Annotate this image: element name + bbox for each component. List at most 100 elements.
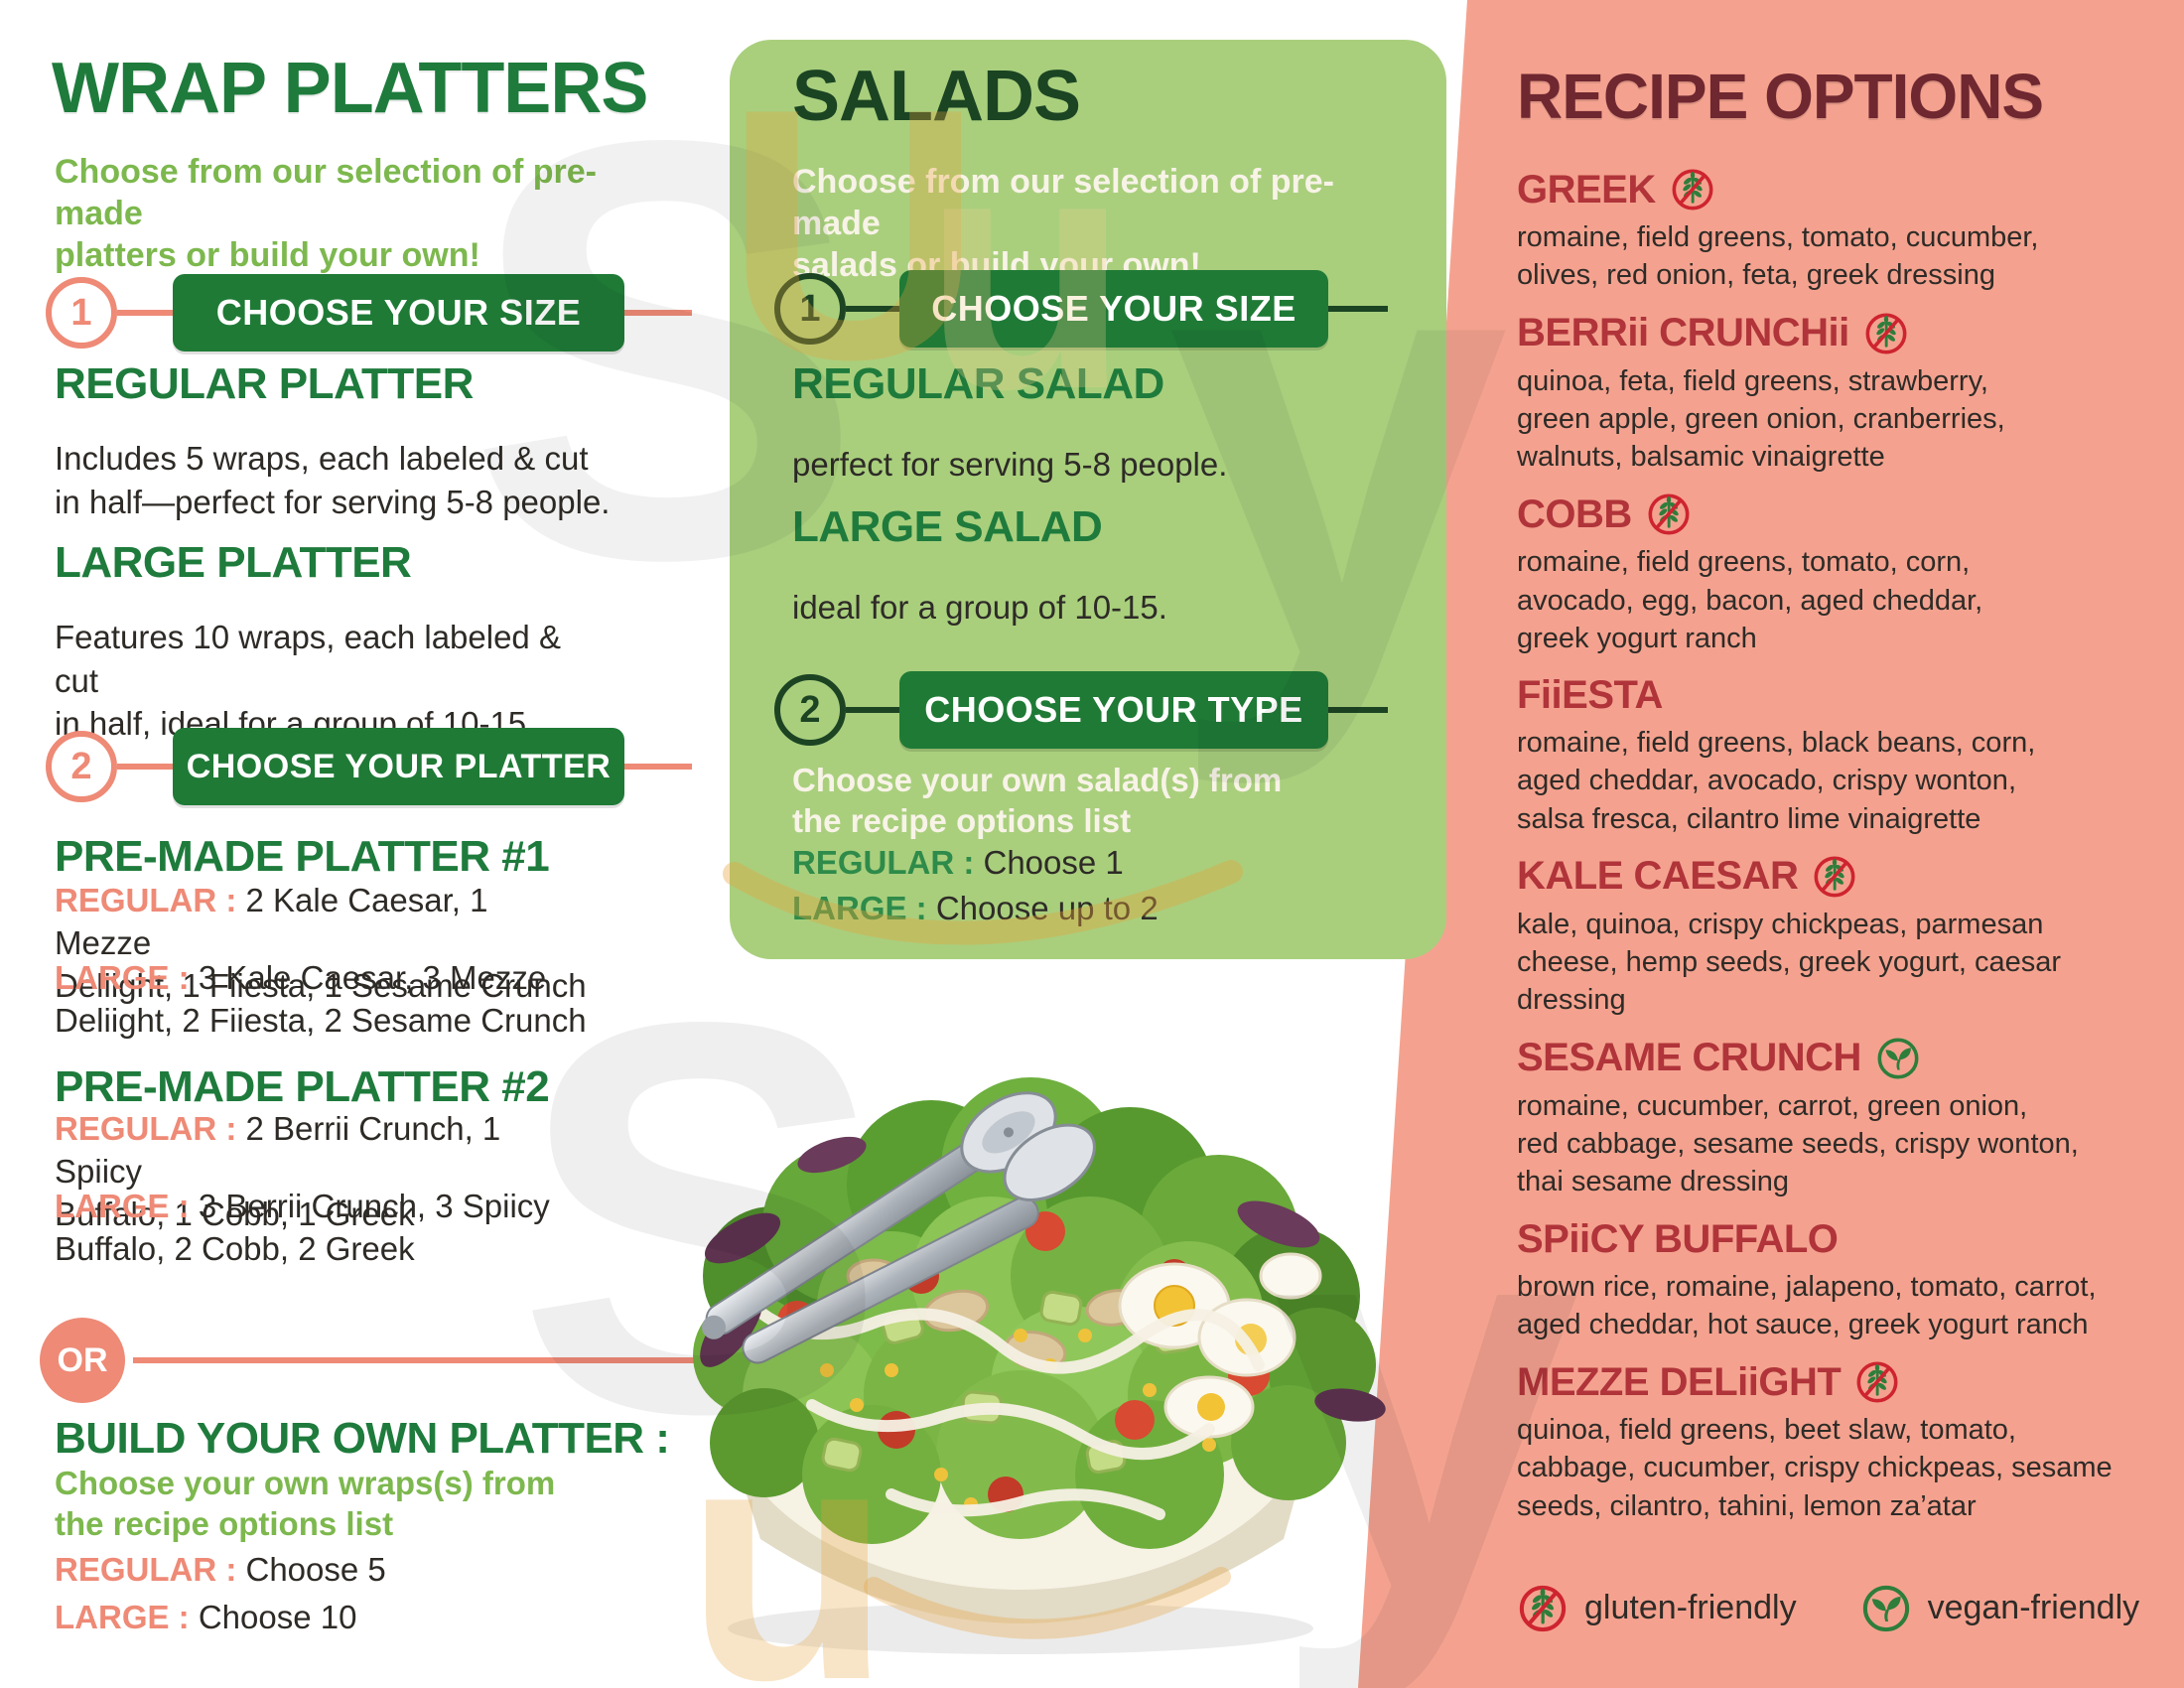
step-number-badge: 2 (774, 674, 846, 746)
connector-line (1328, 306, 1388, 312)
recipe-item-spiicy-buffalo: SPiiCY BUFFALO brown rice, romaine, jala… (1517, 1217, 2172, 1344)
recipe-options-column: RECIPE OPTIONS GREEK romaine, field gree… (1517, 60, 2172, 1634)
premade-platter-1-heading: PRE-MADE PLATTER #1 (55, 832, 550, 881)
byo-regular-line: REGULAR : Choose 5 (55, 1549, 591, 1592)
recipe-name: GREEK (1517, 167, 1656, 211)
recipe-item-cobb: COBB romaine, field greens, tomato, corn… (1517, 492, 2172, 657)
recipe-name: COBB (1517, 492, 1632, 536)
regular-label: REGULAR : (55, 882, 237, 918)
connector-line (624, 764, 692, 770)
salads-title: SALADS (792, 57, 1081, 136)
large-platter-heading: LARGE PLATTER (55, 538, 412, 587)
regular-salad-heading: REGULAR SALAD (792, 359, 1164, 408)
legend-label: vegan-friendly (1927, 1589, 2140, 1627)
choose-your-size-button: CHOOSE YOUR SIZE (899, 270, 1328, 348)
large-platter-desc: Features 10 wraps, each labeled & cut in… (55, 619, 561, 743)
recipe-item-fiiesta: FiiESTA romaine, field greens, black bea… (1517, 673, 2172, 838)
vegan-icon (1860, 1583, 1912, 1634)
wrap-platters-title: WRAP PLATTERS (52, 49, 648, 128)
connector-line (117, 764, 173, 770)
gluten-free-icon (1517, 1583, 1569, 1634)
connector-line (846, 306, 899, 312)
regular-label: REGULAR : (55, 1551, 237, 1588)
legend-vegan-friendly: vegan-friendly (1860, 1583, 2140, 1634)
large-salad-heading: LARGE SALAD (792, 502, 1103, 551)
recipe-item-berrii-crunchii: BERRii CRUNCHii quinoa, feta, field gree… (1517, 311, 2172, 477)
regular-value: 2 Kale Caesar, 1 Mezze Deliight, 1 Fiies… (55, 882, 587, 1004)
gluten-free-icon (1646, 492, 1692, 537)
recipe-ingredients: quinoa, field greens, beet slaw, tomato,… (1517, 1414, 2113, 1522)
connector-line (624, 310, 692, 316)
premade-platter-2-heading: PRE-MADE PLATTER #2 (55, 1062, 550, 1111)
step-number-badge: 1 (774, 273, 846, 345)
platter1-regular-line: REGULAR : 2 Kale Caesar, 1 Mezze Deliigh… (55, 880, 591, 1008)
serving-tongs (700, 1091, 1096, 1367)
large-label: LARGE : (55, 1599, 190, 1635)
connector-line (1328, 707, 1388, 713)
recipe-ingredients: romaine, field greens, tomato, cucumber,… (1517, 221, 2039, 292)
platter2-regular-line: REGULAR : 2 Berrii Crunch, 1 Spiicy Buff… (55, 1108, 591, 1236)
salads-step-2: 2 CHOOSE YOUR TYPE (774, 671, 1388, 749)
salads-regular-line: REGULAR : Choose 1 (792, 842, 1348, 885)
recipe-item-sesame-crunch: SESAME CRUNCH romaine, cucumber, carrot,… (1517, 1036, 2172, 1201)
gluten-free-icon (1812, 854, 1857, 900)
regular-salad-desc: perfect for serving 5-8 people. (792, 446, 1228, 483)
recipe-ingredients: kale, quinoa, crispy chickpeas, parmesan… (1517, 908, 2062, 1017)
recipe-options-title: RECIPE OPTIONS (1517, 61, 2044, 132)
build-your-own-subtitle: Choose your own wraps(s) from the recipe… (55, 1465, 556, 1542)
large-label: LARGE : (55, 1188, 190, 1224)
byo-large-line: LARGE : Choose 10 (55, 1597, 591, 1639)
salad-bowl-photo (693, 1077, 1386, 1654)
large-label: LARGE : (792, 890, 927, 926)
regular-value: 2 Berrii Crunch, 1 Spiicy Buffalo, 1 Cob… (55, 1110, 501, 1232)
legend-gluten-friendly: gluten-friendly (1517, 1583, 1797, 1634)
legend-label: gluten-friendly (1584, 1589, 1797, 1627)
build-your-own-heading: BUILD YOUR OWN PLATTER : (55, 1414, 670, 1463)
step-number-badge: 1 (46, 277, 117, 349)
platter2-large-line: LARGE : 3 Berrii Crunch, 3 Spiicy Buffal… (55, 1186, 591, 1271)
gluten-free-icon (1863, 311, 1909, 356)
large-salad-desc: ideal for a group of 10-15. (792, 589, 1167, 626)
regular-value: Choose 1 (983, 844, 1124, 881)
wraps-step-1: 1 CHOOSE YOUR SIZE (46, 274, 692, 352)
recipe-ingredients: romaine, cucumber, carrot, green onion, … (1517, 1089, 2079, 1198)
large-value: 3 Kale Caesar, 3 Mezze Deliight, 2 Fiies… (55, 959, 587, 1039)
salads-type-note: Choose your own salad(s) from the recipe… (792, 762, 1283, 839)
vegan-icon (1875, 1036, 1921, 1081)
recipe-item-greek: GREEK romaine, field greens, tomato, cuc… (1517, 167, 2172, 295)
connector-line (117, 310, 173, 316)
salads-large-line: LARGE : Choose up to 2 (792, 888, 1348, 930)
regular-value: Choose 5 (245, 1551, 386, 1588)
gluten-free-icon (1670, 167, 1715, 212)
regular-label: REGULAR : (55, 1110, 237, 1147)
choose-your-type-button: CHOOSE YOUR TYPE (899, 671, 1328, 749)
wraps-step-2: 2 CHOOSE YOUR PLATTER (46, 728, 692, 805)
or-divider-line (133, 1357, 699, 1363)
regular-platter-desc: Includes 5 wraps, each labeled & cut in … (55, 440, 611, 520)
wrap-platters-subtitle: Choose from our selection of pre-made pl… (55, 153, 597, 275)
choose-your-size-button: CHOOSE YOUR SIZE (173, 274, 624, 352)
choose-your-platter-button: CHOOSE YOUR PLATTER (173, 728, 624, 805)
recipe-list: GREEK romaine, field greens, tomato, cuc… (1517, 167, 2172, 1525)
recipe-name: MEZZE DELiiGHT (1517, 1359, 1842, 1404)
large-value: 3 Berrii Crunch, 3 Spiicy Buffalo, 2 Cob… (55, 1188, 550, 1267)
regular-platter-heading: REGULAR PLATTER (55, 359, 474, 408)
platter1-large-line: LARGE : 3 Kale Caesar, 3 Mezze Deliight,… (55, 957, 591, 1043)
recipe-item-kale-caesar: KALE CAESAR kale, quinoa, crispy chickpe… (1517, 854, 2172, 1020)
connector-line (846, 707, 899, 713)
recipe-item-mezze-deliight: MEZZE DELiiGHT quinoa, field greens, bee… (1517, 1359, 2172, 1525)
recipe-name: FiiESTA (1517, 673, 1663, 718)
recipe-ingredients: brown rice, romaine, jalapeno, tomato, c… (1517, 1270, 2097, 1340)
large-value: Choose 10 (198, 1599, 357, 1635)
recipe-ingredients: quinoa, feta, field greens, strawberry, … (1517, 364, 2005, 474)
recipe-name: SPiiCY BUFFALO (1517, 1216, 1839, 1261)
recipe-name: BERRii CRUNCHii (1517, 311, 1849, 355)
regular-label: REGULAR : (792, 844, 975, 881)
recipe-name: KALE CAESAR (1517, 854, 1799, 899)
step-number-badge: 2 (46, 731, 117, 802)
salads-subtitle: Choose from our selection of pre-made sa… (792, 163, 1334, 285)
large-value: Choose up to 2 (935, 890, 1159, 926)
recipe-ingredients: romaine, field greens, black beans, corn… (1517, 727, 2036, 835)
